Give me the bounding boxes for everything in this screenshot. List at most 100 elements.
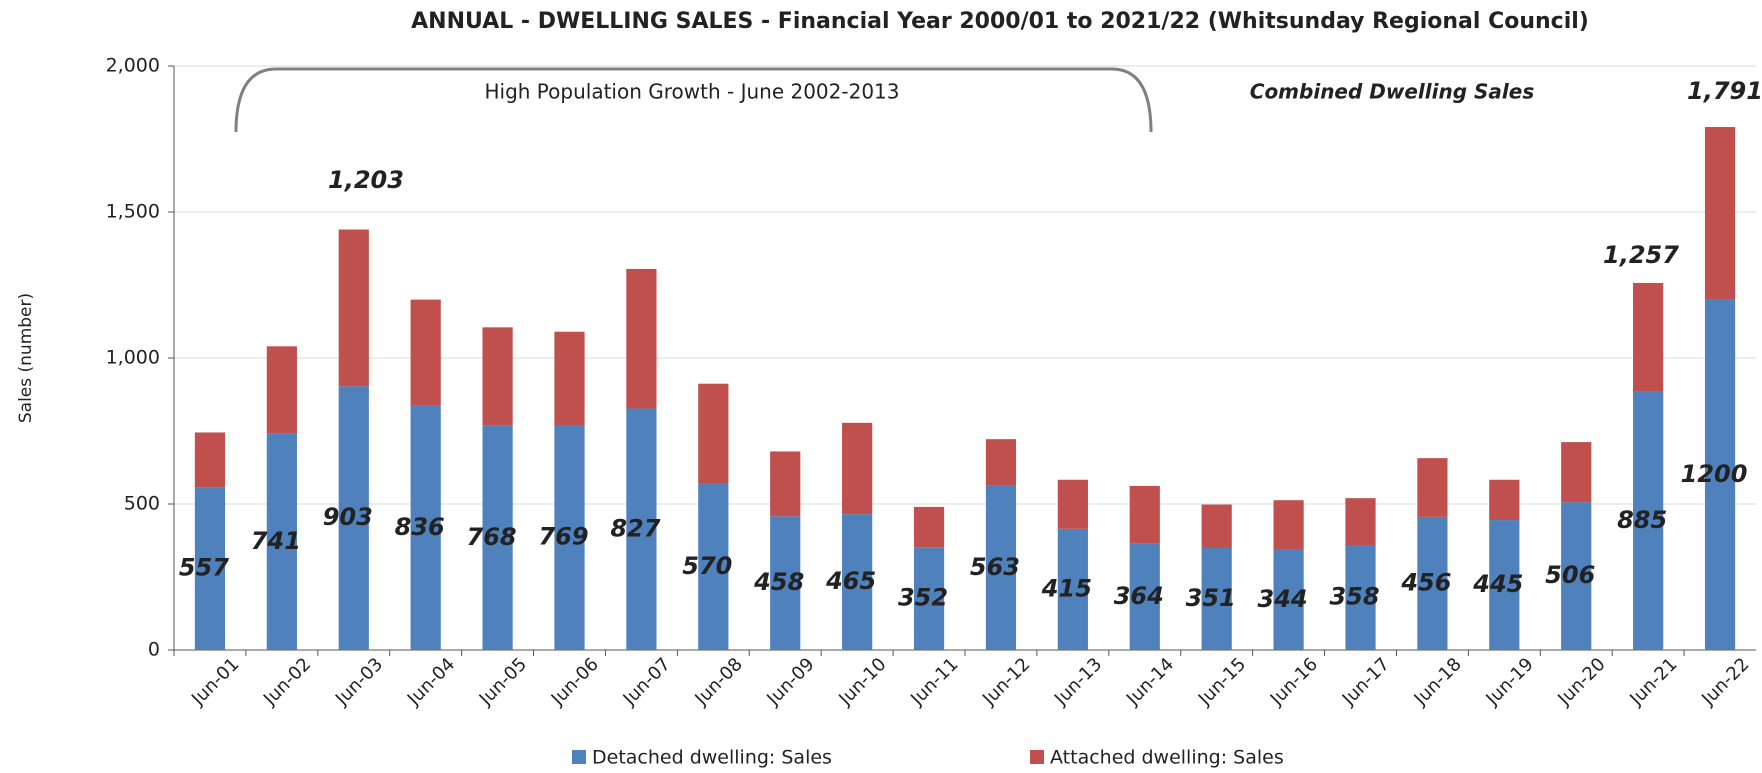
x-tick-label: Jun-13	[1050, 654, 1106, 710]
chart-title: ANNUAL - DWELLING SALES - Financial Year…	[411, 9, 1589, 34]
bar-segment	[985, 485, 1017, 650]
bar-segment	[842, 514, 873, 650]
x-tick-label: Jun-11	[906, 654, 962, 710]
bar-segment	[842, 422, 873, 515]
y-tick-label: 0	[148, 639, 160, 661]
bar-segment	[266, 433, 297, 650]
x-tick-label: Jun-20	[1553, 654, 1609, 710]
data-label: 570	[682, 552, 732, 580]
bar-segment	[1489, 520, 1520, 650]
data-label: 358	[1329, 583, 1379, 611]
bar-segment	[1489, 479, 1520, 521]
data-label: 1200	[1681, 460, 1748, 488]
bar-segment	[913, 547, 945, 650]
data-label: 885	[1617, 506, 1667, 534]
bar-segment	[1633, 282, 1664, 392]
data-label: 769	[538, 523, 588, 551]
bar-segment	[1201, 504, 1232, 548]
legend-swatch	[1030, 750, 1044, 764]
x-tick-label: Jun-02	[259, 654, 315, 710]
bar-segment	[194, 487, 226, 650]
annotation: 1,791	[1687, 77, 1762, 105]
bar-segment	[410, 405, 441, 650]
data-label: 465	[825, 567, 876, 595]
legend-label: Attached dwelling: Sales	[1050, 747, 1284, 769]
bar-segment	[698, 483, 729, 650]
data-label: 456	[1400, 568, 1451, 596]
legend-label: Detached dwelling: Sales	[592, 747, 832, 769]
bar-segment	[410, 299, 441, 406]
x-tick-label: Jun-22	[1697, 654, 1753, 710]
annotation: 1,203	[328, 166, 404, 194]
x-tick-label: Jun-06	[547, 654, 603, 710]
x-tick-label: Jun-16	[1266, 654, 1322, 710]
x-tick-label: Jun-18	[1410, 654, 1466, 710]
data-label: 741	[251, 527, 301, 555]
x-tick-label: Jun-08	[690, 654, 746, 710]
x-tick-label: Jun-01	[187, 654, 243, 710]
data-label: 563	[970, 553, 1020, 581]
data-label: 445	[1472, 570, 1523, 598]
x-tick-label: Jun-21	[1625, 654, 1681, 710]
bar-segment	[1129, 485, 1160, 544]
x-tick-label: Jun-04	[403, 654, 459, 710]
x-tick-label: Jun-10	[834, 654, 890, 710]
data-label: 364	[1114, 582, 1164, 610]
bar-segment	[482, 425, 513, 650]
bar-segment	[482, 327, 513, 426]
bar-segment	[554, 331, 585, 426]
x-tick-label: Jun-15	[1194, 654, 1250, 710]
data-label: 415	[1041, 574, 1092, 602]
bar-segment	[1273, 549, 1304, 650]
bar-segment	[1057, 528, 1088, 650]
data-label: 557	[179, 554, 229, 582]
bar-segment	[1633, 391, 1664, 650]
y-tick-label: 2,000	[106, 55, 160, 77]
bar-segment	[338, 386, 369, 650]
bar-segment	[554, 425, 585, 650]
data-label: 836	[395, 513, 445, 541]
bar-segment	[1273, 500, 1304, 550]
data-label: 344	[1258, 585, 1308, 613]
bar-segment	[770, 516, 801, 650]
y-tick-label: 1,000	[106, 347, 160, 369]
bar-segment	[1704, 299, 1736, 650]
data-label: 903	[323, 503, 373, 531]
x-tick-label: Jun-19	[1481, 654, 1537, 710]
bar-segment	[1417, 458, 1448, 517]
bar-segment	[770, 451, 801, 517]
x-tick-label: Jun-07	[619, 654, 675, 710]
bar-segment	[1704, 127, 1736, 300]
bar-segment	[1345, 498, 1376, 546]
bar-segment	[338, 229, 369, 387]
annotation: 1,257	[1603, 241, 1679, 269]
bar-segment	[626, 408, 657, 650]
data-label: 458	[753, 568, 804, 596]
y-axis-label: Sales (number)	[16, 293, 36, 423]
y-tick-label: 500	[124, 493, 160, 515]
bar-segment	[698, 383, 729, 484]
annotation: High Population Growth - June 2002-2013	[484, 80, 899, 104]
bar-segment	[1417, 516, 1448, 650]
bar-segment	[266, 346, 297, 434]
data-label: 506	[1545, 561, 1595, 589]
x-tick-label: Jun-12	[978, 654, 1034, 710]
data-label: 352	[898, 584, 948, 612]
bar-segment	[1129, 543, 1160, 650]
bar-segment	[1561, 442, 1592, 503]
data-label: 351	[1186, 584, 1236, 612]
bar-segment	[1201, 547, 1232, 650]
annotation: Combined Dwelling Sales	[1250, 80, 1535, 104]
x-tick-label: Jun-17	[1338, 654, 1394, 710]
x-tick-label: Jun-05	[475, 654, 531, 710]
data-label: 827	[610, 514, 660, 542]
bar-segment	[626, 268, 657, 409]
x-tick-label: Jun-03	[331, 654, 387, 710]
bar-segment	[194, 432, 226, 488]
bar-segment	[1057, 479, 1088, 529]
x-tick-label: Jun-09	[762, 654, 818, 710]
legend-swatch	[572, 750, 586, 764]
y-tick-label: 1,500	[106, 201, 160, 223]
bar-segment	[985, 439, 1017, 486]
